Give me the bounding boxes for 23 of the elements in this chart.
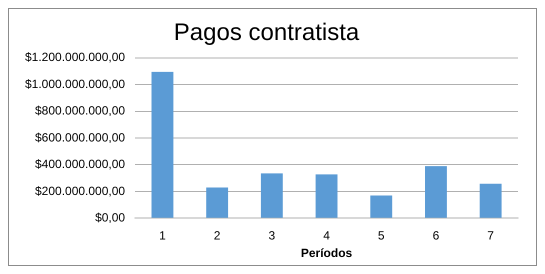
bar (480, 184, 502, 218)
y-tick-label: $400.000.000,00 (35, 157, 126, 172)
y-tick-label: $800.000.000,00 (35, 104, 126, 118)
x-tick-label: 6 (432, 228, 440, 243)
x-tick-label: 4 (323, 228, 330, 243)
x-tick-label: 2 (214, 228, 221, 243)
y-tick-label: $1.200.000.000,00 (24, 50, 126, 64)
bar (316, 174, 338, 218)
x-tick-label: 1 (159, 228, 166, 243)
x-axis-title: Períodos (300, 246, 353, 260)
bar (425, 166, 447, 218)
x-tick-label: 5 (378, 228, 385, 243)
y-tick-label: $0,00 (95, 210, 126, 225)
bar (206, 187, 228, 218)
bar (260, 173, 283, 218)
y-tick-label: $200.000.000,00 (35, 184, 126, 198)
y-tick-label: $600.000.000,00 (35, 130, 126, 144)
x-tick-label: 3 (268, 228, 276, 243)
y-tick-label: $1.000.000.000,00 (24, 76, 126, 91)
bar (152, 72, 174, 218)
chart-title: Pagos contratista (174, 19, 360, 46)
x-tick-label: 7 (487, 228, 494, 243)
bar (370, 195, 392, 218)
